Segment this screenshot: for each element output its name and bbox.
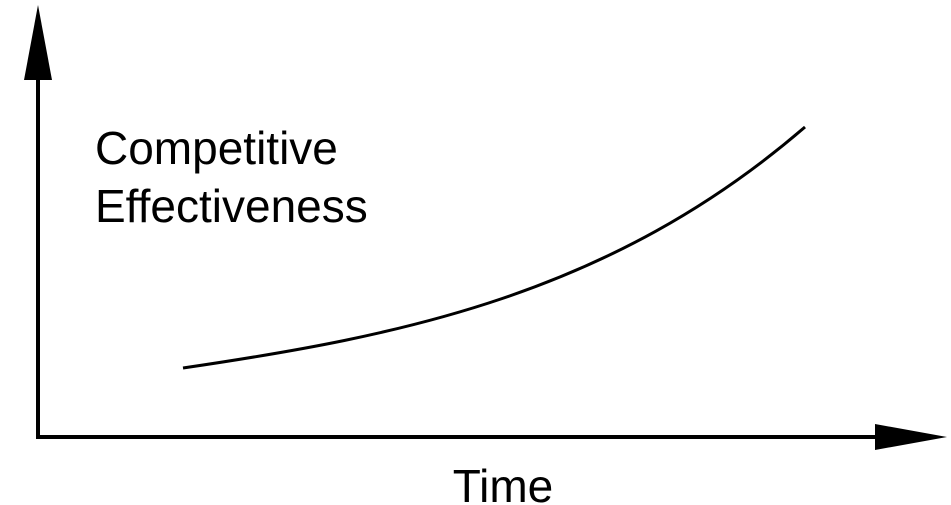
x-axis-arrow <box>875 424 947 450</box>
x-axis-label: Time <box>453 460 554 505</box>
effectiveness-curve <box>182 125 806 370</box>
y-axis-arrow <box>24 5 52 80</box>
y-axis-label-line: Competitive <box>95 122 338 174</box>
y-axis-label-line: Effectiveness <box>95 180 368 232</box>
